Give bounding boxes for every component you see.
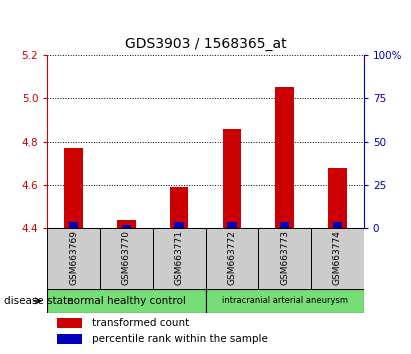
Bar [275,87,294,228]
Bar [153,228,206,289]
Bar [280,222,289,228]
Bar [174,222,184,228]
Bar [65,148,83,228]
Bar [223,129,241,228]
Bar [122,225,131,228]
Bar [332,222,342,228]
Bar [328,168,346,228]
Text: GSM663773: GSM663773 [280,230,289,285]
Text: disease state: disease state [4,296,74,306]
Text: GSM663771: GSM663771 [175,230,184,285]
Bar [227,222,237,228]
Text: GSM663772: GSM663772 [227,230,236,285]
Bar [100,228,153,289]
Bar [170,187,188,228]
Text: percentile rank within the sample: percentile rank within the sample [92,334,268,344]
Bar [206,289,364,313]
Bar [311,228,364,289]
Bar [206,228,258,289]
Text: intracranial arterial aneurysm: intracranial arterial aneurysm [222,296,348,306]
Bar [47,228,100,289]
Text: GSM663769: GSM663769 [69,230,78,285]
Text: GSM663770: GSM663770 [122,230,131,285]
Bar [47,289,206,313]
Bar [57,318,82,329]
Bar [258,228,311,289]
Text: transformed count: transformed count [92,318,189,329]
Text: normal healthy control: normal healthy control [67,296,186,306]
Title: GDS3903 / 1568365_at: GDS3903 / 1568365_at [125,37,286,51]
Text: GSM663774: GSM663774 [333,230,342,285]
Bar [57,334,82,344]
Bar [117,219,136,228]
Bar [69,222,79,228]
